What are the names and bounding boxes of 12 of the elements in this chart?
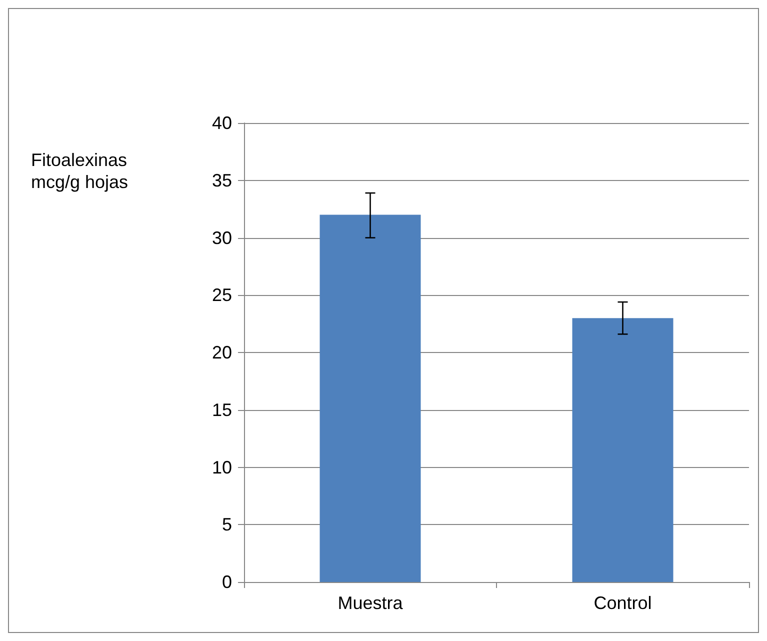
y-tick-label: 25 [212, 285, 232, 306]
y-tick-label: 15 [212, 400, 232, 420]
y-tick-label: 20 [212, 342, 232, 362]
y-tick-label: 5 [222, 514, 232, 535]
y-tick-label: 10 [212, 457, 232, 478]
y-tick-label: 30 [212, 228, 232, 248]
y-tick-label: 40 [212, 113, 232, 133]
y-tick-label: 35 [212, 170, 232, 190]
y-axis-title: Fitoalexinas mcg/g hojas [31, 150, 132, 192]
x-tick-label: Control [594, 593, 652, 613]
x-tick-label: Muestra [338, 593, 404, 613]
y-tick-label: 0 [222, 572, 232, 592]
